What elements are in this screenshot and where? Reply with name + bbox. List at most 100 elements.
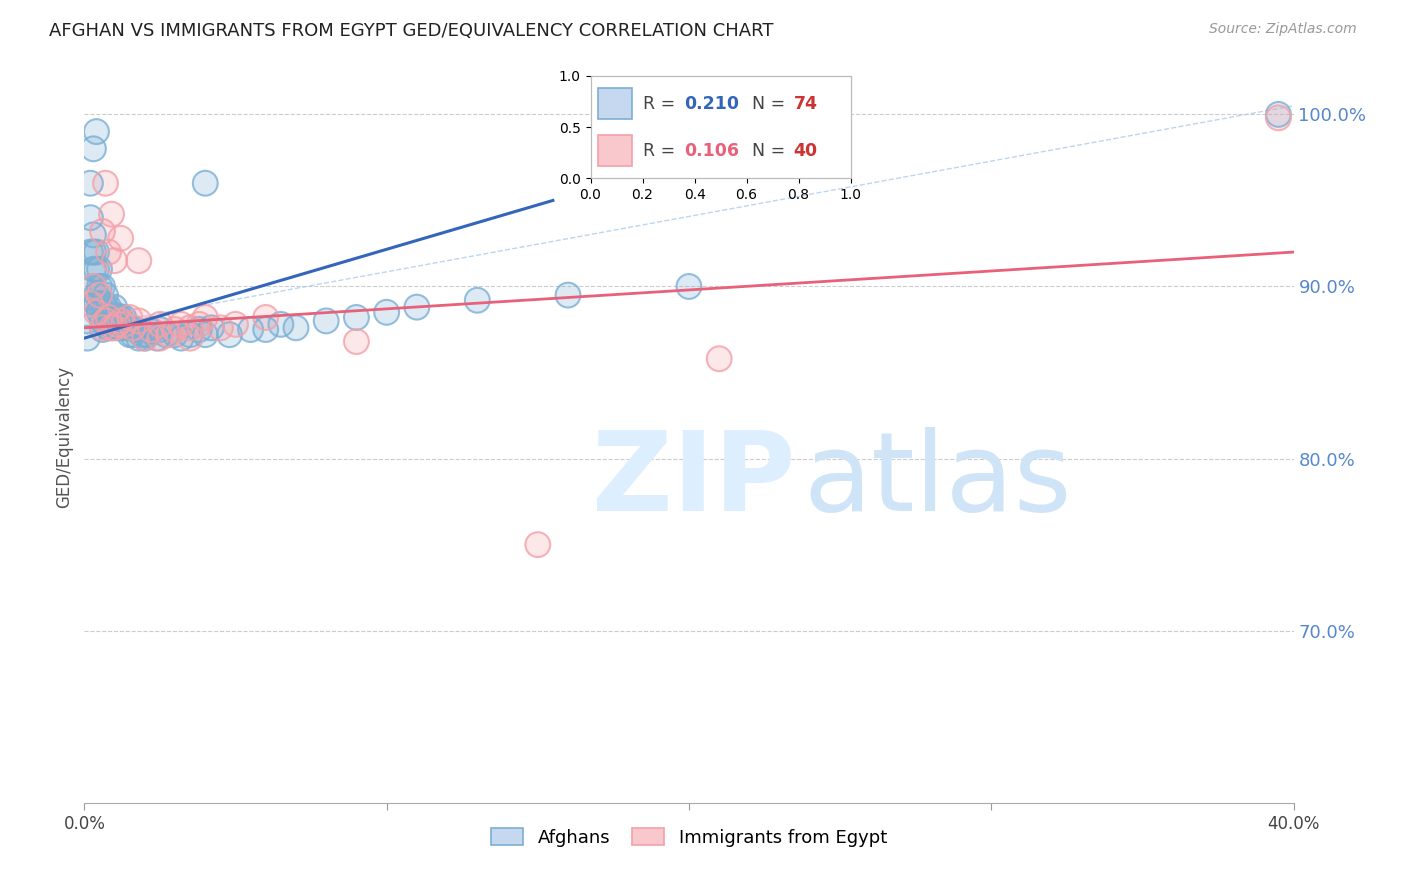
Point	[188, 322, 211, 336]
Point	[170, 318, 193, 332]
Point	[136, 327, 159, 342]
Point	[136, 327, 159, 342]
Text: N =: N =	[752, 95, 790, 112]
Point	[165, 327, 187, 342]
Point	[110, 310, 132, 325]
Point	[149, 331, 172, 345]
Point	[121, 327, 143, 342]
Point	[94, 310, 117, 325]
Point	[218, 327, 240, 342]
Point	[527, 538, 550, 552]
Point	[104, 309, 127, 323]
Point	[107, 309, 129, 323]
Point	[254, 322, 277, 336]
Point	[134, 331, 156, 345]
Point	[104, 318, 127, 332]
Point	[194, 310, 217, 325]
Point	[188, 318, 211, 332]
Point	[110, 320, 132, 334]
Point	[82, 245, 104, 260]
Point	[146, 331, 169, 345]
Point	[112, 310, 135, 325]
Point	[107, 318, 129, 332]
Text: ZIP: ZIP	[592, 427, 796, 534]
Point	[678, 279, 700, 293]
Point	[128, 253, 150, 268]
Bar	[599, 88, 633, 119]
Point	[188, 322, 211, 336]
Point	[149, 322, 172, 336]
Point	[709, 351, 731, 366]
Point	[225, 318, 247, 332]
Point	[91, 296, 114, 310]
Point	[97, 245, 120, 260]
Point	[467, 293, 489, 308]
Point	[89, 305, 111, 319]
Point	[76, 331, 98, 345]
Point	[200, 320, 222, 334]
Point	[94, 314, 117, 328]
Point	[134, 331, 156, 345]
Point	[89, 296, 111, 310]
Point	[128, 331, 150, 345]
Point	[97, 300, 120, 314]
Point	[200, 320, 222, 334]
Point	[79, 176, 101, 190]
Point	[194, 176, 217, 190]
Point	[146, 331, 169, 345]
Point	[86, 125, 108, 139]
Point	[100, 320, 122, 334]
Point	[86, 288, 108, 302]
Point	[97, 320, 120, 334]
Point	[104, 300, 127, 314]
Point	[125, 322, 148, 336]
Text: 0.210: 0.210	[685, 95, 740, 112]
Point	[79, 211, 101, 225]
Point	[557, 288, 579, 302]
Point	[100, 207, 122, 221]
Text: AFGHAN VS IMMIGRANTS FROM EGYPT GED/EQUIVALENCY CORRELATION CHART: AFGHAN VS IMMIGRANTS FROM EGYPT GED/EQUI…	[49, 22, 773, 40]
Point	[86, 288, 108, 302]
Point	[104, 300, 127, 314]
Point	[165, 322, 187, 336]
Point	[118, 320, 141, 334]
Point	[270, 318, 292, 332]
Bar	[599, 136, 633, 166]
Point	[94, 288, 117, 302]
Point	[107, 309, 129, 323]
Point	[179, 320, 201, 334]
Point	[254, 310, 277, 325]
Point	[91, 322, 114, 336]
Point	[94, 318, 117, 332]
Point	[165, 322, 187, 336]
Point	[128, 314, 150, 328]
Point	[79, 245, 101, 260]
Point	[346, 334, 368, 349]
Point	[94, 300, 117, 314]
Point	[104, 253, 127, 268]
Point	[194, 327, 217, 342]
Point	[94, 310, 117, 325]
Point	[82, 279, 104, 293]
Point	[467, 293, 489, 308]
Point	[346, 334, 368, 349]
Point	[104, 318, 127, 332]
Point	[165, 327, 187, 342]
Point	[1267, 111, 1289, 125]
Point	[94, 176, 117, 190]
Point	[91, 314, 114, 328]
Point	[188, 318, 211, 332]
Point	[110, 231, 132, 245]
Point	[375, 305, 398, 319]
Point	[89, 262, 111, 277]
Point	[149, 331, 172, 345]
Text: 0.106: 0.106	[685, 142, 740, 160]
Point	[89, 296, 111, 310]
Text: 40: 40	[793, 142, 817, 160]
Point	[346, 310, 368, 325]
Point	[285, 320, 308, 334]
Point	[131, 327, 153, 342]
Point	[97, 245, 120, 260]
Point	[315, 314, 337, 328]
Point	[94, 318, 117, 332]
